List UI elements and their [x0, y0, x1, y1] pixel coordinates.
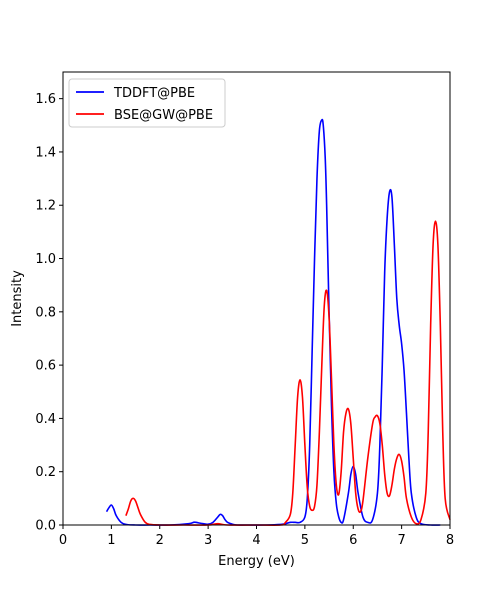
x-tick-label: 7: [397, 533, 405, 548]
y-axis: 0.0 0.2 0.4 0.6 0.8 1.0 1.2 1.4 1.6: [35, 92, 63, 534]
x-tick-label: 1: [107, 533, 115, 548]
series-line-tddft: [105, 118, 441, 526]
legend: TDDFT@PBE BSE@GW@PBE: [68, 78, 226, 128]
x-tick-label: 2: [156, 533, 164, 548]
legend-box: [68, 78, 226, 128]
series-line-bse: [125, 220, 451, 526]
legend-label-bse: BSE@GW@PBE: [114, 108, 213, 123]
y-tick-label: 0.4: [35, 412, 56, 427]
x-axis-label: Energy (eV): [218, 554, 295, 569]
y-tick-label: 0.6: [35, 359, 56, 374]
x-tick-label: 4: [252, 533, 260, 548]
x-axis: 0 1 2 3 4 5 6 7 8: [59, 525, 454, 548]
y-tick-label: 0.0: [35, 519, 56, 534]
x-tick-label: 3: [204, 533, 212, 548]
x-tick-label: 5: [301, 533, 309, 548]
series-lines: [105, 118, 451, 526]
y-tick-label: 1.6: [35, 92, 56, 107]
x-tick-label: 6: [349, 533, 357, 548]
legend-label-tddft: TDDFT@PBE: [113, 86, 195, 101]
y-tick-label: 1.0: [35, 252, 56, 267]
y-tick-label: 1.2: [35, 199, 56, 214]
y-tick-label: 1.4: [35, 145, 56, 160]
x-tick-label: 0: [59, 533, 67, 548]
y-tick-label: 0.8: [35, 305, 56, 320]
y-tick-label: 0.2: [35, 465, 56, 480]
plot-frame: [62, 71, 451, 526]
x-tick-label: 8: [446, 533, 454, 548]
y-axis-label: Intensity: [10, 270, 25, 327]
